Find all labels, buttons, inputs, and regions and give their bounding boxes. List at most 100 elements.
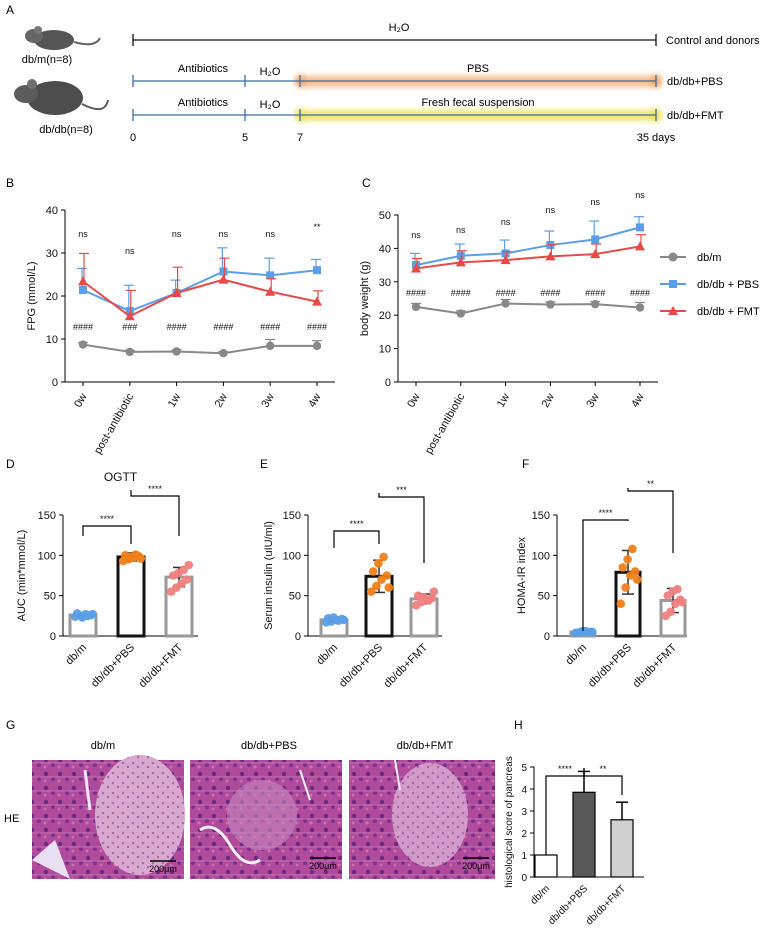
day-tick-35: 35 days (637, 132, 676, 144)
series-line-2 (415, 245, 641, 270)
chart-title: OGTT (104, 470, 138, 484)
point-fmt (635, 241, 645, 251)
series-line-0 (415, 302, 641, 315)
y-tick-label: 100 (532, 550, 550, 562)
y-tick-label: 150 (283, 510, 301, 522)
panel-letter-g: G (6, 718, 15, 732)
data-point (372, 581, 381, 591)
row1-treatment-label: PBS (467, 63, 489, 75)
point-dbm (411, 302, 421, 312)
x-tick-label: 3w (259, 391, 276, 409)
point-pbs (501, 249, 510, 258)
x-tick-label: 4w (629, 391, 646, 409)
significance-top: ns (219, 229, 229, 239)
mouse-db-m-label: db/m(n=8) (22, 54, 72, 66)
x-tick-label: db/db+FMT (137, 641, 186, 690)
x-tick-label: db/db+FMT (631, 641, 680, 690)
series-line-1 (415, 226, 641, 267)
comparison-label: ** (647, 479, 655, 489)
y-tick-label: 0 (521, 873, 527, 884)
x-tick-label: db/m (314, 642, 340, 668)
point-fmt (171, 287, 182, 297)
significance-bottom: #### (260, 322, 280, 332)
x-tick-label: post-antibiotic (423, 391, 468, 456)
point-pbs (79, 285, 87, 294)
chart-ogtt-auc: 0 50 100 150 AUC (min*mmol/L) OGTT db/m db/db+P… (16, 470, 198, 690)
day-tick-5: 5 (242, 132, 248, 144)
x-tick-label: db/m (563, 642, 589, 668)
histology-title-2: db/db+PBS (241, 740, 297, 752)
data-point (632, 575, 642, 584)
y-tick-label: 20 (379, 310, 391, 322)
data-point (429, 587, 439, 596)
comparison-label: **** (349, 519, 364, 529)
data-point (339, 615, 349, 625)
point-fmt (590, 249, 601, 259)
y-tick-label: 5 (521, 763, 527, 774)
y-tick-label: 0 (50, 631, 56, 643)
row1-h2o-label: H₂O (260, 66, 281, 78)
point-dbm (172, 347, 181, 356)
comparison-label: **** (148, 484, 163, 494)
y-tick-label: 50 (379, 210, 391, 222)
panel-letter-f: F (522, 457, 529, 471)
x-tick-label: db/db+PBS (586, 642, 634, 690)
point-pbs (125, 307, 134, 316)
panel-letter-h: H (514, 718, 523, 732)
x-tick-label: 2w (540, 391, 557, 409)
significance-bottom: #### (451, 288, 471, 298)
comparison-bracket (82, 525, 132, 544)
legend-fmt-label: db/db + FMT (697, 306, 760, 318)
scale-bar-label-1: 200μm (149, 864, 177, 874)
data-point (379, 552, 388, 562)
panel-letter-b: B (6, 176, 14, 190)
point-pbs (456, 251, 465, 260)
data-point (618, 563, 628, 572)
x-tick-label: 0w (405, 391, 422, 409)
data-point (88, 609, 98, 619)
bar-1 (572, 791, 596, 878)
y-tick-label: 2 (521, 829, 527, 840)
histology-title-3: db/db+FMT (397, 740, 454, 752)
x-tick-label: db/m (529, 883, 553, 907)
y-tick-label: 150 (532, 510, 550, 522)
y-tick-label: 50 (538, 591, 550, 603)
x-tick-label: db/db+PBS (337, 642, 385, 690)
significance-bottom: #### (496, 288, 516, 298)
histology-image-db-m: 200μm (32, 755, 185, 879)
scale-bar-label-2: 200μm (309, 861, 337, 871)
significance-top: ns (78, 229, 88, 239)
significance-bottom: #### (406, 288, 426, 298)
data-point (621, 583, 630, 592)
y-tick-label: 50 (289, 591, 301, 603)
data-point (366, 587, 376, 596)
point-fmt (265, 286, 276, 296)
data-point (587, 627, 597, 637)
y-axis-label: HOMA-IR index (516, 536, 528, 614)
significance-bottom: ### (122, 322, 137, 332)
comparison-bracket (627, 488, 674, 553)
x-tick-label: 3w (584, 391, 601, 409)
panel-letter-c: C (362, 176, 371, 190)
y-tick-label: 50 (44, 591, 56, 603)
comparison-label: **** (598, 508, 613, 518)
data-point (616, 599, 626, 609)
day-tick-0: 0 (130, 132, 136, 144)
row2-h2o-label: H₂O (260, 99, 281, 111)
legend-dbm-label: db/m (697, 252, 721, 264)
chart-histological-score: 0 1 2 3 4 5 histological score of pancreas db/m… (504, 756, 644, 927)
significance-bottom: #### (73, 322, 93, 332)
data-point (184, 560, 194, 570)
x-tick-label: db/db+FMT (382, 641, 431, 690)
point-pbs (219, 267, 228, 276)
significance-top: ns (265, 229, 275, 239)
y-tick-label: 40 (379, 243, 391, 255)
x-tick-label: 2w (213, 391, 230, 409)
mouse-db-db-icon (14, 79, 109, 115)
y-tick-label: 100 (283, 550, 301, 562)
y-tick-label: 30 (379, 277, 391, 289)
comparison-bracket (378, 493, 425, 563)
data-point (368, 567, 378, 576)
chart-body-weight: 0 10 20 30 40 50 0w post-antibiotic 1w 2w 3w 4w body… (359, 190, 658, 456)
